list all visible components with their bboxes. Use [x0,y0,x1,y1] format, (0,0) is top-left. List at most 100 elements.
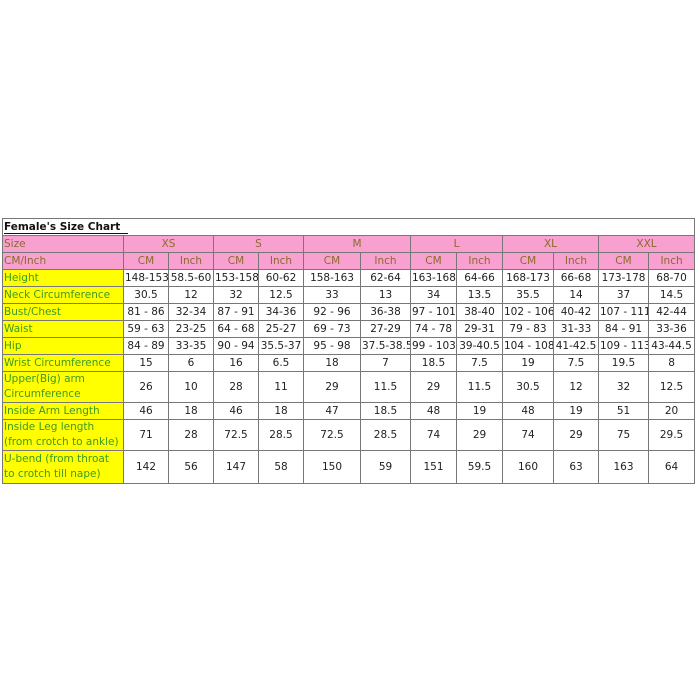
table-cell: 48 [410,402,457,420]
table-cell: 19 [502,354,554,372]
table-cell: 58.5-60 [168,269,214,287]
table-cell: 18.5 [360,402,411,420]
table-cell: 36-38 [360,303,411,321]
table-row: Inside Leg length (from crotch to ankle)… [2,419,696,451]
table-cell: 34-36 [258,303,304,321]
table-cell: 64 [647,450,696,484]
table-cell: 37.5-38.5 [360,337,411,355]
table-row: Wrist Circumference 15 6 16 6.5 18 7 18.5 7.5 19 7… [2,354,696,372]
table-cell: 46 [123,402,169,420]
size-chart-table: Female's Size Chart Size XS S M L XL XXL CM/I… [1,218,696,484]
table-cell: 7.5 [456,354,503,372]
table-cell: 68-70 [647,269,696,287]
table-cell: 28.5 [258,419,304,451]
unit-header-inch: Inch [456,252,503,270]
table-cell: 37 [598,286,649,304]
table-cell: 56 [168,450,214,484]
table-cell: 63 [553,450,599,484]
table-cell: 87 - 91 [213,303,259,321]
table-cell: 151 [410,450,457,484]
table-cell: 153-158 [213,269,259,287]
table-cell: 163 [598,450,649,484]
table-row: Bust/Chest 81 - 86 32-34 87 - 91 34-36 92 - 9… [2,303,696,321]
size-header-xs: XS [123,235,214,253]
title-row: Female's Size Chart [1,218,696,236]
unit-header-inch: Inch [360,252,411,270]
table-cell: 18 [168,402,214,420]
table-cell: 33 [303,286,361,304]
table-cell: 90 - 94 [213,337,259,355]
table-cell: 12 [168,286,214,304]
table-cell: 173-178 [598,269,649,287]
size-label: Size [2,235,124,253]
table-cell: 38-40 [456,303,503,321]
table-row: Upper(Big) arm Circumference 26 10 28 11 29 11… [2,371,696,403]
table-cell: 11.5 [456,371,503,403]
table-cell: 25-27 [258,320,304,338]
table-cell: 74 - 78 [410,320,457,338]
table-cell: 10 [168,371,214,403]
table-cell: 71 [123,419,169,451]
unit-header-inch: Inch [647,252,696,270]
table-cell: 26 [123,371,169,403]
table-cell: 158-163 [303,269,361,287]
table-cell: 12 [553,371,599,403]
table-cell: 29 [303,371,361,403]
size-header-row: Size XS S M L XL XXL [2,235,696,253]
unit-header-inch: Inch [168,252,214,270]
table-cell: 97 - 101 [410,303,457,321]
table-cell: 74 [502,419,554,451]
table-cell: 12.5 [258,286,304,304]
table-cell: 32-34 [168,303,214,321]
unit-header-cm: CM [303,252,361,270]
unit-label: CM/Inch [2,252,124,270]
table-cell: 14 [553,286,599,304]
table-cell: 30.5 [123,286,169,304]
table-cell: 18 [258,402,304,420]
table-row: U-bend (from throat to crotch till nape)… [2,450,696,484]
table-cell: 46 [213,402,259,420]
table-cell: 69 - 73 [303,320,361,338]
table-cell: 99 - 103 [410,337,457,355]
table-cell: 18.5 [410,354,457,372]
table-cell: 15 [123,354,169,372]
table-cell: 35.5 [502,286,554,304]
table-cell: 29 [553,419,599,451]
table-cell: 66-68 [553,269,599,287]
row-label: Height [2,269,124,287]
table-cell: 13 [360,286,411,304]
table-cell: 42-44 [647,303,696,321]
table-cell: 23-25 [168,320,214,338]
table-cell: 168-173 [502,269,554,287]
table-cell: 31-33 [553,320,599,338]
unit-header-cm: CM [502,252,554,270]
table-cell: 60-62 [258,269,304,287]
table-row: Neck Circumference 30.5 12 32 12.5 33 13 34 13.5… [2,286,696,304]
table-cell: 59 - 63 [123,320,169,338]
table-cell: 14.5 [647,286,696,304]
table-cell: 18 [303,354,361,372]
table-cell: 28 [213,371,259,403]
table-cell: 40-42 [553,303,599,321]
table-cell: 11 [258,371,304,403]
row-label: Bust/Chest [2,303,124,321]
table-cell: 33-35 [168,337,214,355]
table-cell: 84 - 91 [598,320,649,338]
chart-title: Female's Size Chart [1,218,696,236]
table-cell: 29 [456,419,503,451]
unit-header-row: CM/Inch CM Inch CM Inch CM Inch CM Inch CM Inch CM… [2,252,696,270]
unit-header-inch: Inch [553,252,599,270]
table-cell: 58 [258,450,304,484]
unit-header-cm: CM [123,252,169,270]
table-cell: 72.5 [303,419,361,451]
table-cell: 47 [303,402,361,420]
table-cell: 79 - 83 [502,320,554,338]
table-cell: 28 [168,419,214,451]
table-cell: 34 [410,286,457,304]
table-cell: 142 [123,450,169,484]
table-row: Waist 59 - 63 23-25 64 - 68 25-27 69 - 73 27-2… [2,320,696,338]
table-cell: 109 - 113 [598,337,649,355]
table-cell: 163-168 [410,269,457,287]
table-cell: 150 [303,450,361,484]
table-cell: 59.5 [456,450,503,484]
